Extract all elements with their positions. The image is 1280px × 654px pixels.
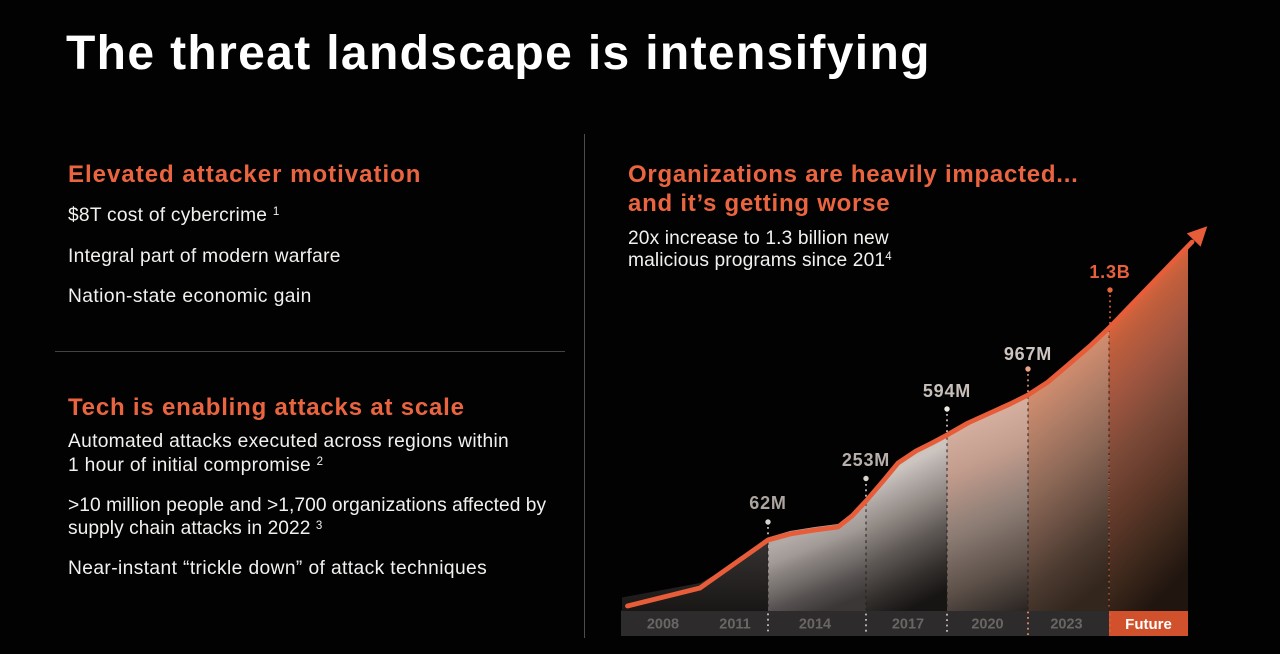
svg-text:2017: 2017 (892, 617, 924, 633)
svg-text:Future: Future (1125, 616, 1172, 633)
svg-text:2008: 2008 (647, 617, 679, 633)
svg-text:2014: 2014 (799, 617, 831, 633)
svg-text:62M: 62M (749, 493, 786, 513)
svg-text:594M: 594M (923, 381, 971, 401)
svg-text:253M: 253M (842, 450, 890, 470)
svg-text:2023: 2023 (1050, 617, 1082, 633)
svg-text:2011: 2011 (719, 617, 750, 633)
svg-text:2020: 2020 (971, 617, 1003, 633)
svg-text:967M: 967M (1004, 344, 1052, 364)
svg-text:1.3B: 1.3B (1089, 262, 1130, 282)
